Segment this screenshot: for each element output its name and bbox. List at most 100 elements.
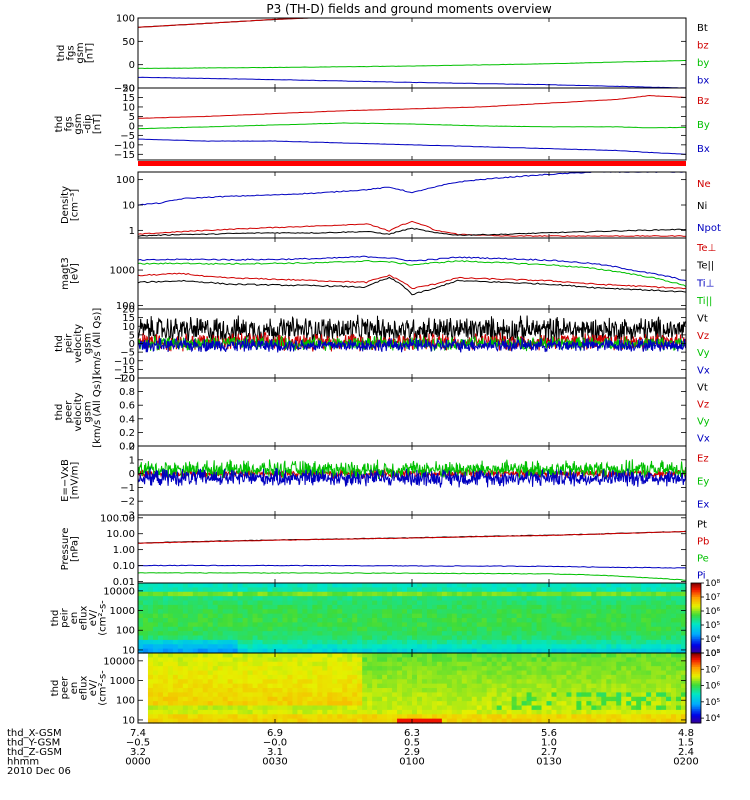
y-tick-label: −1 xyxy=(120,483,135,494)
heatmap-cell xyxy=(247,674,254,680)
heatmap-cell xyxy=(227,626,234,632)
heatmap-cell xyxy=(252,639,259,645)
heatmap-cell xyxy=(357,666,363,672)
heatmap-cell xyxy=(431,639,438,645)
heatmap-cell xyxy=(227,653,234,658)
heatmap-cell xyxy=(521,657,528,663)
heatmap-cell xyxy=(138,618,144,623)
heatmap-cell xyxy=(476,639,483,645)
heatmap-cell xyxy=(566,683,573,689)
heatmap-cell xyxy=(167,696,174,702)
heatmap-cell xyxy=(267,696,274,702)
heatmap-cell xyxy=(636,587,642,593)
heatmap-cell xyxy=(541,701,548,707)
heatmap-cell xyxy=(571,709,577,715)
heatmap-cell xyxy=(372,635,378,641)
heatmap-cell xyxy=(332,587,338,593)
heatmap-cell xyxy=(536,661,543,667)
heatmap-cell xyxy=(157,657,164,663)
heatmap-cell xyxy=(332,631,338,637)
heatmap-cell xyxy=(342,622,348,628)
heatmap-cell xyxy=(212,718,219,724)
heatmap-cell xyxy=(237,587,244,593)
heatmap-cell xyxy=(531,587,538,593)
heatmap-cell xyxy=(681,705,687,711)
heatmap-cell xyxy=(197,705,204,711)
heatmap-cell xyxy=(372,666,378,672)
heatmap-cell xyxy=(167,622,174,628)
heatmap-cell xyxy=(362,718,368,724)
heatmap-cell xyxy=(621,609,627,615)
heatmap-cell xyxy=(521,666,528,672)
heatmap-cell xyxy=(671,618,677,623)
heatmap-cell xyxy=(496,609,503,615)
heatmap-cell xyxy=(671,705,677,711)
heatmap-cell xyxy=(407,600,413,606)
heatmap-cell xyxy=(142,609,149,615)
heatmap-cell xyxy=(541,631,548,637)
heatmap-cell xyxy=(257,709,264,715)
y-tick-label: 100 xyxy=(116,696,135,707)
heatmap-cell xyxy=(636,626,642,632)
heatmap-cell xyxy=(352,714,358,720)
heatmap-cell xyxy=(621,635,627,641)
heatmap-cell xyxy=(207,709,214,715)
heatmap-cell xyxy=(666,626,672,632)
colorbar-step xyxy=(691,712,701,715)
heatmap-cell xyxy=(152,600,159,606)
heatmap-cell xyxy=(626,679,632,685)
heatmap-cell xyxy=(227,714,234,720)
heatmap-cell xyxy=(322,657,328,663)
heatmap-cell xyxy=(426,635,433,641)
footer-row-value: 0000 xyxy=(125,757,150,768)
colorbar-step xyxy=(691,590,701,593)
heatmap-cell xyxy=(392,622,398,628)
heatmap-cell xyxy=(536,583,543,588)
heatmap-cell xyxy=(157,653,164,658)
heatmap-cell xyxy=(476,709,483,715)
heatmap-cell xyxy=(491,692,498,698)
heatmap-cell xyxy=(501,639,508,645)
heatmap-cell xyxy=(651,618,657,623)
heatmap-cell xyxy=(556,596,563,602)
heatmap-cell xyxy=(611,683,617,689)
heatmap-cell xyxy=(227,583,234,588)
heatmap-cell xyxy=(172,692,179,698)
heatmap-cell xyxy=(262,674,269,680)
heatmap-cell xyxy=(272,609,279,615)
heatmap-cell xyxy=(476,718,483,724)
colorbar-step xyxy=(691,682,701,685)
heatmap-cell xyxy=(412,705,418,711)
heatmap-cell xyxy=(631,701,637,707)
heatmap-cell xyxy=(601,618,607,623)
heatmap-cell xyxy=(287,648,294,654)
heatmap-cell xyxy=(426,604,433,610)
heatmap-cell xyxy=(387,587,393,593)
heatmap-cell xyxy=(277,644,284,650)
heatmap-cell xyxy=(242,653,249,658)
footer-row-value: 4.8 xyxy=(678,728,694,739)
heatmap-cell xyxy=(596,666,602,672)
heatmap-cell xyxy=(392,674,398,680)
heatmap-cell xyxy=(237,674,244,680)
heatmap-cell xyxy=(551,692,558,698)
heatmap-cell xyxy=(187,701,194,707)
heatmap-cell xyxy=(526,600,533,606)
heatmap-cell xyxy=(412,639,418,645)
heatmap-cell xyxy=(676,600,682,606)
heatmap-cell xyxy=(621,626,627,632)
heatmap-cell xyxy=(152,609,159,615)
heatmap-cell xyxy=(571,718,577,724)
heatmap-cell xyxy=(337,587,343,593)
heatmap-cell xyxy=(656,705,662,711)
heatmap-cell xyxy=(327,631,333,637)
heatmap-cell xyxy=(377,653,383,658)
heatmap-cell xyxy=(162,653,169,658)
heatmap-cell xyxy=(297,653,303,658)
heatmap-cell xyxy=(586,644,592,650)
heatmap-cell xyxy=(302,696,308,702)
heatmap-cell xyxy=(187,648,194,654)
heatmap-cell xyxy=(566,709,573,715)
